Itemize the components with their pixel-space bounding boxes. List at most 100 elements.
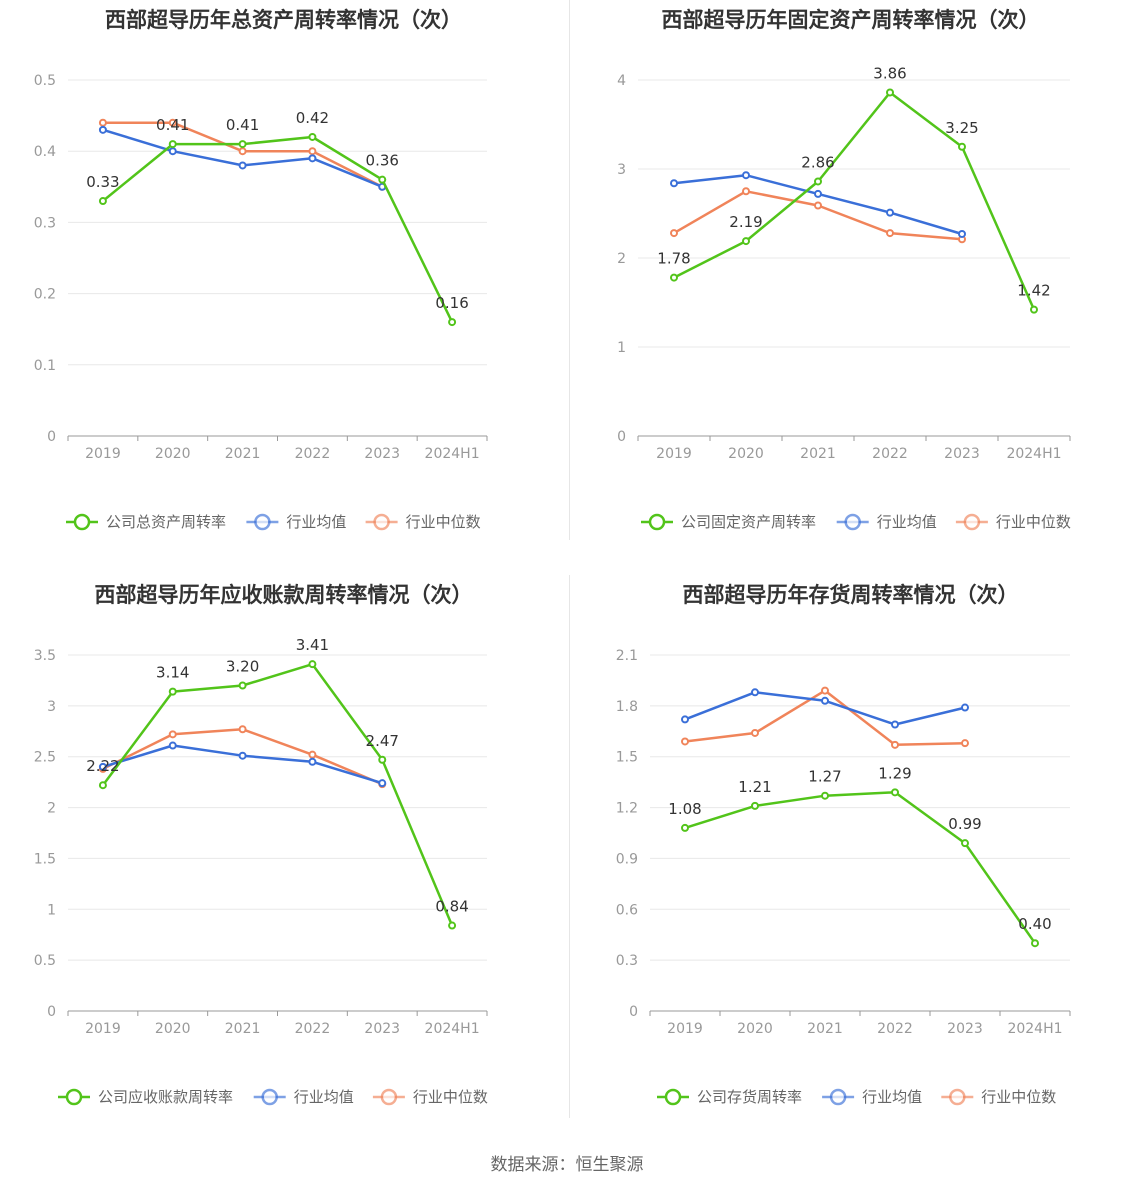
data-point [891,720,899,729]
legend-label: 行业中位数 [996,513,1071,531]
data-label: 0.36 [366,152,399,170]
legend-marker-icon [65,1088,83,1106]
y-tick-label: 1.5 [34,851,56,867]
y-tick-label: 3.5 [34,648,56,664]
y-tick-label: 0 [47,429,56,445]
data-point [238,161,247,170]
line-chart: 0 0.3 0.6 0.9 1.2 1.5 1.8 2.1 2019 2020 2021 2022 20… [616,648,1071,1106]
data-point [751,801,759,810]
data-point [814,189,822,198]
data-label: 3.14 [156,664,189,682]
data-point [168,140,177,149]
data-point [891,740,899,749]
data-label: 3.86 [873,64,906,82]
data-label: 0.42 [296,109,329,127]
legend-marker-icon [373,513,390,531]
y-tick-label: 1.5 [616,750,638,766]
data-label: 2.86 [801,153,834,171]
data-point [751,688,759,697]
y-tick-label: 0.6 [616,902,638,918]
x-tick-label: 2019 [85,1021,121,1037]
data-label: 2.47 [366,732,399,750]
legend-label: 行业中位数 [413,1088,488,1106]
data-point [1031,939,1039,948]
data-label: 0.41 [156,116,189,134]
data-point [814,201,822,210]
series-line [684,791,1037,944]
y-tick-label: 0.4 [34,144,56,160]
legend-marker-icon [963,513,981,531]
series-line [101,662,454,927]
data-point [378,779,387,788]
data-label: 0.16 [435,294,468,312]
data-point [681,737,689,746]
data-point [238,147,247,156]
legend-label: 行业均值 [294,1088,354,1106]
x-tick-label: 2021 [225,446,261,462]
y-tick-label: 1.2 [616,801,638,817]
data-point [958,229,966,238]
vertical-divider-bottom [569,575,570,1118]
legend-item: 行业均值 [246,513,346,531]
x-tick-label: 2024H1 [425,446,480,462]
y-tick-label: 4 [617,73,626,89]
data-point [98,197,107,206]
data-point [238,725,247,734]
data-point [308,132,317,141]
legend-label: 公司存货周转率 [697,1088,802,1106]
y-tick-label: 0 [47,1004,56,1020]
data-label: 0.40 [1018,915,1051,933]
y-tick-label: 0.2 [34,287,56,303]
y-tick-label: 0.9 [616,851,638,867]
y-tick-label: 0.1 [34,358,56,374]
data-source-note: 数据来源：恒生聚源 [490,1155,644,1175]
chart-title: 西部超导历年固定资产周转率情况（次） [661,8,1040,32]
legend-item: 公司应收账款周转率 [58,1088,233,1106]
x-tick-label: 2021 [807,1021,843,1037]
y-tick-label: 0.5 [34,73,56,89]
data-label: 1.42 [1017,282,1050,300]
legend-item: 行业均值 [822,1088,922,1106]
series-line [673,91,1036,311]
legend-item: 公司总资产周转率 [66,513,226,531]
x-tick-label: 2023 [944,446,980,462]
data-point [308,750,317,759]
series-line [102,128,383,188]
chart-title: 西部超导历年总资产周转率情况（次） [105,8,462,32]
chart-panel-receivables-turnover: 西部超导历年应收账款周转率情况（次） 0 0.5 1 1.5 2 2.5 3 3.5 2019 2… [0,575,567,1150]
data-point [98,125,107,134]
data-point [814,177,822,186]
data-point [308,757,317,766]
x-tick-label: 2024H1 [1006,446,1061,462]
legend-item: 公司存货周转率 [657,1088,802,1106]
legend-marker-icon [261,1088,278,1106]
data-point [742,187,750,196]
data-point [448,318,457,327]
legend-label: 公司应收账款周转率 [98,1088,233,1106]
data-point [98,118,107,127]
data-label: 3.20 [226,658,259,676]
data-point [448,921,457,930]
x-tick-label: 2021 [225,1021,261,1037]
y-tick-label: 3 [617,162,626,178]
data-point [98,781,107,790]
y-tick-label: 2.5 [34,750,56,766]
data-point [308,154,317,163]
line-chart: 0 0.1 0.2 0.3 0.4 0.5 2019 2020 2021 2022 2023 2024… [34,73,488,531]
data-label: 1.08 [668,800,701,818]
data-point [961,739,969,748]
legend-marker-icon [844,513,861,531]
chart-panel-inventory-turnover: 西部超导历年存货周转率情况（次） 0 0.3 0.6 0.9 1.2 1.5 1.8 2.1 2… [567,575,1134,1150]
legend-item: 行业中位数 [941,1088,1056,1106]
data-label: 0.99 [948,815,981,833]
data-point [378,175,387,184]
legend-marker-icon [254,513,271,531]
x-tick-label: 2021 [800,446,836,462]
data-label: 1.27 [808,768,841,786]
data-point [821,686,829,695]
chart-panel-total-asset-turnover: 西部超导历年总资产周转率情况（次） 0 0.1 0.2 0.3 0.4 0.5 2019 20… [0,0,567,575]
y-tick-label: 2 [47,801,56,817]
x-tick-label: 2024H1 [425,1021,480,1037]
x-tick-label: 2023 [364,1021,400,1037]
legend-label: 公司固定资产周转率 [681,513,816,531]
